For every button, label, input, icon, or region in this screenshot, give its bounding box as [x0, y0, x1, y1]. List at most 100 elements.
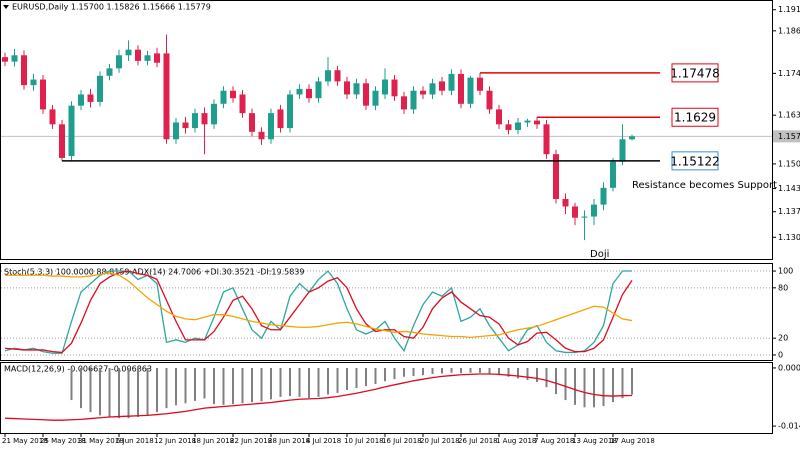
candle-body	[11, 55, 18, 62]
candle-body	[125, 49, 132, 56]
x-tick-label: 16 Jul 2018	[382, 437, 422, 445]
candle-body	[600, 187, 607, 205]
candle-body	[315, 81, 322, 99]
macd-bar	[631, 367, 633, 395]
candle-body	[420, 90, 426, 95]
macd-bar	[165, 367, 168, 409]
level-label: 1.1629	[674, 111, 716, 125]
macd-bar	[99, 367, 101, 416]
macd-bar	[298, 367, 301, 397]
macd-bar	[241, 367, 244, 404]
macd-bar	[346, 367, 348, 391]
macd-bar	[175, 367, 177, 406]
macd-bar	[479, 367, 481, 373]
candle-body	[572, 206, 578, 218]
x-tick-label: 25 May 2018	[40, 437, 86, 445]
indicator-line	[4, 270, 632, 354]
x-tick-label: 17 Aug 2018	[610, 437, 655, 445]
x-tick-label: 1 Aug 2018	[496, 437, 536, 445]
y-tick-label: 1.13075	[778, 233, 800, 242]
candle-body	[306, 88, 312, 99]
candle-body	[391, 79, 398, 97]
menu-triangle	[3, 5, 9, 9]
candle-body	[192, 113, 198, 129]
candle-body	[325, 70, 331, 82]
x-tick-label: 13 Aug 2018	[572, 437, 617, 445]
candle-body	[182, 122, 189, 129]
level-label: 1.15122	[670, 154, 720, 168]
candle-body	[220, 90, 227, 104]
candle-body	[68, 105, 75, 157]
x-tick-label: 4 Jul 2018	[306, 437, 341, 445]
macd-bar	[602, 367, 605, 407]
candle-body	[505, 124, 512, 130]
x-tick-label: 12 Jun 2018	[154, 437, 196, 445]
candle-body	[382, 79, 388, 95]
candle-body	[268, 113, 274, 140]
candle-body	[515, 122, 521, 130]
y-tick-label: 1.18605	[778, 26, 800, 35]
macd-bar	[194, 367, 196, 401]
x-tick-label: 10 Jul 2018	[344, 437, 384, 445]
candle-body	[543, 124, 550, 155]
stoch-title: Stoch(5,3,3) 100.0000 88.8159 ADX(14) 24…	[4, 268, 305, 277]
y-tick-label: 80	[778, 283, 788, 292]
candle-body	[610, 161, 616, 188]
candle-body	[21, 55, 27, 86]
x-tick-label: 26 Jul 2018	[458, 437, 498, 445]
candle-body	[562, 199, 569, 207]
candle-body	[296, 88, 303, 95]
level-label-box	[671, 63, 719, 83]
candle-body	[154, 53, 160, 63]
y-tick-label: 0.000000	[778, 363, 800, 372]
macd-bar	[441, 367, 443, 374]
annotation: Doji	[590, 249, 609, 260]
macd-bar	[374, 367, 377, 385]
macd-bar	[137, 367, 139, 417]
macd-bar	[70, 367, 73, 401]
candle-body	[353, 83, 360, 95]
macd-bar	[517, 367, 519, 379]
macd-bar	[384, 367, 386, 382]
candle-body	[163, 53, 170, 140]
macd-bar	[574, 367, 576, 405]
candle-body	[467, 77, 474, 104]
y-tick-label: 1.16345	[778, 111, 800, 120]
candle-body	[2, 57, 8, 62]
macd-bar	[232, 367, 234, 405]
macd-bar	[621, 367, 624, 399]
macd-bar	[365, 367, 367, 387]
macd-bar	[222, 367, 225, 405]
macd-bar	[412, 367, 415, 376]
candle-body	[410, 90, 417, 110]
candle-body	[619, 139, 626, 162]
macd-bar	[127, 367, 130, 419]
macd-bar	[108, 367, 111, 417]
candle-body	[581, 216, 588, 218]
candle-body	[486, 90, 493, 110]
macd-bar	[469, 367, 472, 373]
candle-body	[458, 73, 464, 104]
macd-bar	[507, 367, 510, 377]
candle-body	[591, 204, 597, 217]
macd-bar	[279, 367, 282, 397]
macd-bar	[89, 367, 92, 413]
y-tick-label: 1.19170	[778, 5, 800, 14]
candle-body	[173, 122, 179, 140]
macd-bar	[251, 367, 253, 403]
macd-bar	[327, 367, 329, 395]
candle-body	[97, 75, 103, 102]
x-tick-label: 28 Jun 2018	[268, 437, 310, 445]
macd-bar	[612, 367, 614, 403]
candle-body	[201, 113, 208, 125]
candle-body	[629, 136, 635, 140]
macd-frame	[0, 362, 773, 434]
y-tick-label: 1.13760	[778, 207, 800, 216]
macd-bar	[260, 367, 263, 402]
stoch-frame	[0, 263, 773, 361]
candle-body	[78, 94, 84, 106]
macd-bar	[289, 367, 291, 397]
macd-bar	[336, 367, 339, 393]
